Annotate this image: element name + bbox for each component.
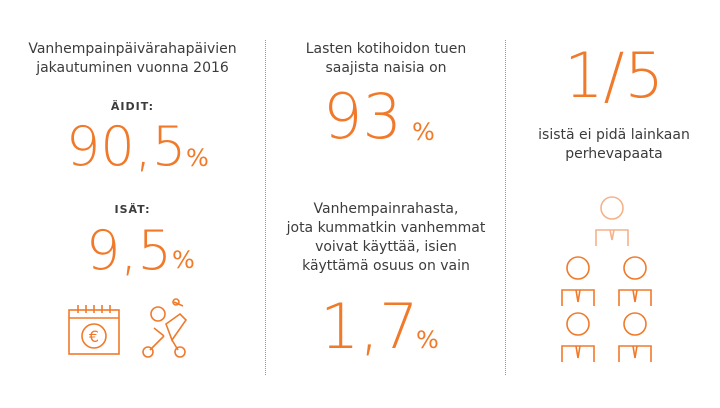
text-line: isistä ei pidä lainkaan [538,127,690,143]
column-divider-1 [265,40,266,375]
fathers-unit: % [172,246,195,274]
fathers-share-value: 1,7 [320,290,419,363]
text-line: jota kummatkin vanhemmat [286,220,486,236]
fathers-no-leave-text: isistä ei pidä lainkaan perhevapaata [508,126,720,164]
heading-line: jakautuminen vuonna 2016 [36,60,229,76]
text-line: perhevapaata [565,146,663,162]
text-line: voivat käyttää, isien [315,239,457,255]
mothers-label: ÄIDIT: [110,100,155,113]
calendar-euro-icon: € [66,300,122,358]
heading-line: Lasten kotihoidon tuen [305,41,467,57]
mothers-unit: % [186,144,209,172]
parental-days-heading: Vanhempainpäivärahapäivien jakautuminen … [10,40,255,78]
parental-allowance-text: Vanhempainrahasta, jota kummatkin vanhem… [268,200,504,276]
fathers-value: 9,5 [86,219,172,282]
fathers-label: ISÄT: [114,203,151,216]
mothers-value: 90,5 [66,115,187,178]
home-care-heading: Lasten kotihoidon tuen saajista naisia o… [268,40,504,78]
stroller-icon [136,296,196,362]
fraction-value: 1/5 [564,39,664,112]
euro-symbol: € [89,327,99,346]
people-hierarchy-icon [548,190,678,370]
text-line: käyttämä osuus on vain [302,258,470,274]
women-value: 93 [323,80,402,153]
heading-line: saajista naisia on [325,60,447,76]
women-unit: % [412,118,435,146]
fathers-share-unit: % [416,326,439,354]
heading-line: Vanhempainpäivärahapäivien [28,41,237,57]
column-divider-2 [505,40,506,375]
text-line: Vanhempainrahasta, [313,201,459,217]
